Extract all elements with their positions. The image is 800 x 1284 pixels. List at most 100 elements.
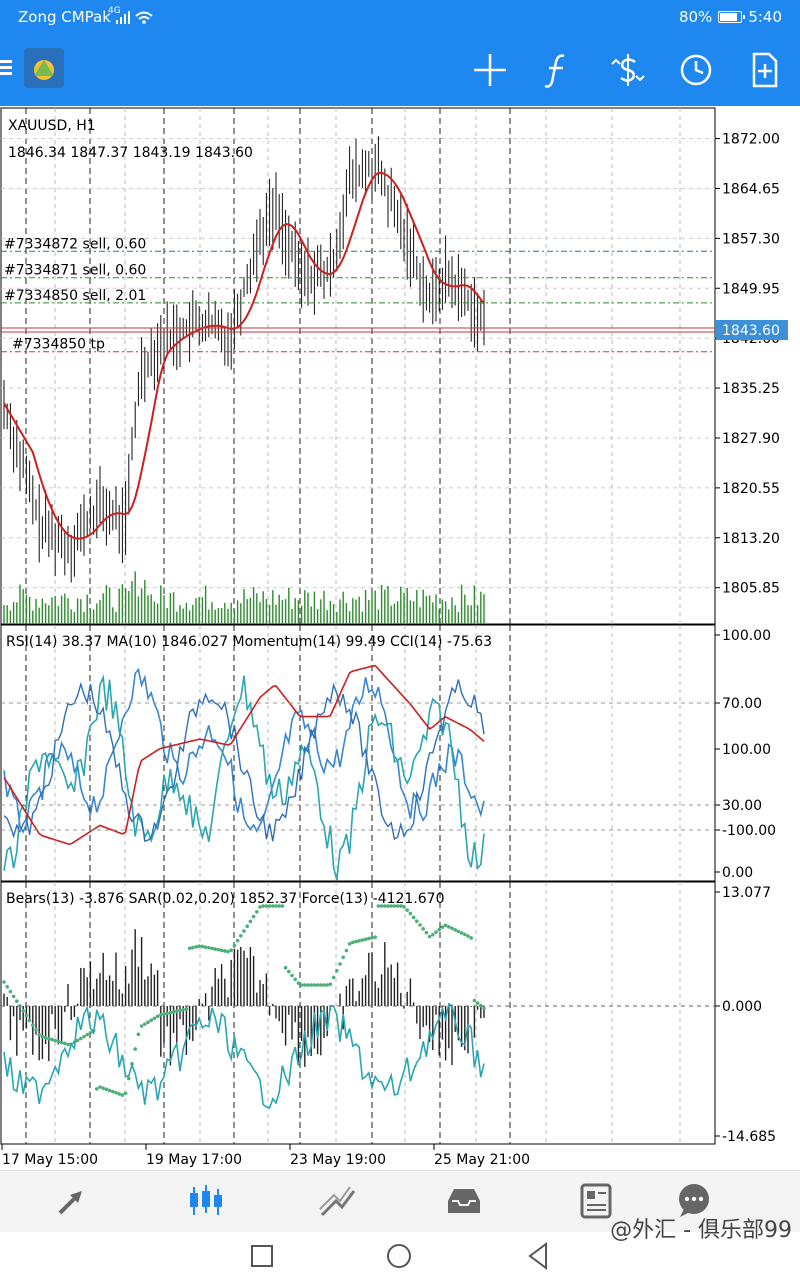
bears-bar	[295, 1006, 296, 1022]
sar-dot	[178, 1009, 182, 1013]
bears-bar	[259, 980, 260, 1006]
sar-dot	[37, 1033, 41, 1037]
current-price-label: 1843.60	[722, 323, 780, 339]
history-icon[interactable]	[442, 1181, 486, 1221]
sar-dot	[89, 1031, 93, 1035]
bears-tick-label: 13.077	[722, 885, 771, 901]
bears-bar	[253, 956, 254, 1006]
bears-bar	[125, 966, 126, 1006]
sar-dot	[284, 966, 288, 970]
bears-bar	[90, 961, 91, 1006]
price-tick-label: 1849.95	[722, 281, 780, 297]
bears-bar	[474, 1006, 475, 1038]
sar-dot	[444, 923, 448, 927]
bears-bar	[471, 1006, 472, 1007]
home-button[interactable]	[388, 1245, 410, 1267]
clock-time: 5:40	[748, 8, 782, 26]
sar-dot	[185, 1007, 189, 1011]
bears-bar	[285, 1006, 286, 1046]
chart-area[interactable]: #7334872 sell, 0.60#7334871 sell, 0.60#7…	[0, 106, 800, 1170]
quotes-icon[interactable]	[52, 1181, 96, 1221]
sar-dot	[207, 946, 211, 950]
bears-bar	[211, 987, 212, 1006]
sar-dot	[252, 915, 256, 919]
sar-dot	[127, 1077, 131, 1081]
sar-dot	[255, 910, 259, 914]
sar-dot	[213, 947, 217, 951]
bears-bar	[103, 953, 104, 1006]
sar-dot	[341, 955, 345, 959]
sar-dot	[114, 1091, 118, 1095]
chart-icon[interactable]	[184, 1181, 228, 1221]
sar-dot	[409, 912, 413, 916]
bears-bar	[301, 1006, 302, 1041]
bears-bar	[167, 1006, 168, 1026]
price-chart[interactable]: #7334872 sell, 0.60#7334871 sell, 0.60#7…	[0, 106, 800, 1170]
menu-icon[interactable]	[0, 57, 12, 81]
sar-dot	[2, 980, 6, 984]
bears-bar	[349, 979, 350, 1006]
sar-dot	[476, 1001, 480, 1005]
bears-bar	[419, 1006, 420, 1039]
bears-bar	[410, 978, 411, 1006]
crosshair-icon[interactable]	[468, 48, 512, 92]
sar-dot	[50, 1038, 54, 1042]
bears-bar	[282, 1006, 283, 1033]
price-tick-label: 1857.30	[722, 231, 780, 247]
sar-dot	[249, 920, 253, 924]
bears-bar	[71, 1006, 72, 1020]
bears-bar	[67, 984, 68, 1006]
bears-bar	[74, 1006, 75, 1017]
sar-dot	[313, 983, 317, 987]
sar-dot	[348, 942, 352, 946]
bears-bar	[263, 984, 264, 1006]
currency-icon[interactable]	[606, 48, 650, 92]
oscillator-label: RSI(14) 38.37 MA(10) 1846.027 Momentum(1…	[6, 634, 492, 650]
bears-bar	[215, 968, 216, 1006]
new-order-icon[interactable]	[742, 48, 786, 92]
bears-bar	[480, 1006, 481, 1018]
bears-bar	[29, 1006, 30, 1020]
bears-bar	[413, 1002, 414, 1006]
sar-dot	[76, 1039, 80, 1043]
price-tick-label: 1805.85	[722, 581, 780, 597]
bears-bar	[355, 1001, 356, 1006]
app-logo-icon[interactable]	[24, 48, 64, 88]
back-button[interactable]	[530, 1244, 546, 1268]
bears-bar	[135, 929, 136, 1006]
sar-dot	[431, 933, 435, 937]
bears-bar	[368, 953, 369, 1006]
bears-bar	[109, 975, 110, 1006]
bears-bar	[221, 964, 222, 1006]
time-tick-label: 23 May 19:00	[290, 1152, 386, 1168]
bears-bar	[391, 964, 392, 1006]
ohlc-label: 1846.34 1847.37 1843.19 1843.60	[8, 145, 253, 161]
bears-bar	[378, 988, 379, 1006]
carrier-name: Zong CMPak	[18, 8, 111, 26]
bears-bar	[439, 1006, 440, 1056]
sar-dot	[44, 1036, 48, 1040]
bears-bar	[112, 981, 113, 1006]
bears-bar	[432, 1006, 433, 1050]
bears-label: Bears(13) -3.876 SAR(0.02,0.20) 1852.37 …	[6, 891, 445, 907]
sar-dot	[159, 1013, 163, 1017]
bears-tick-label: 0.000	[722, 999, 762, 1015]
sar-dot	[5, 985, 9, 989]
bears-bar	[189, 1006, 190, 1040]
osc-tick-label: 0.00	[722, 865, 753, 881]
osc-tick-label: -100.00	[722, 823, 776, 839]
clock-icon[interactable]	[674, 48, 718, 92]
time-tick-label: 19 May 17:00	[146, 1152, 242, 1168]
trade-icon[interactable]	[316, 1181, 360, 1221]
recents-button[interactable]	[252, 1246, 272, 1266]
bears-bar	[362, 978, 363, 1006]
sar-dot	[297, 981, 301, 985]
function-icon[interactable]	[536, 48, 580, 92]
sar-dot	[415, 919, 419, 923]
sar-dot	[434, 930, 438, 934]
sar-dot	[223, 949, 227, 953]
sar-dot	[124, 1091, 128, 1095]
bears-bar	[243, 951, 244, 1006]
bears-bar	[87, 977, 88, 1006]
bears-bar	[426, 1006, 427, 1025]
